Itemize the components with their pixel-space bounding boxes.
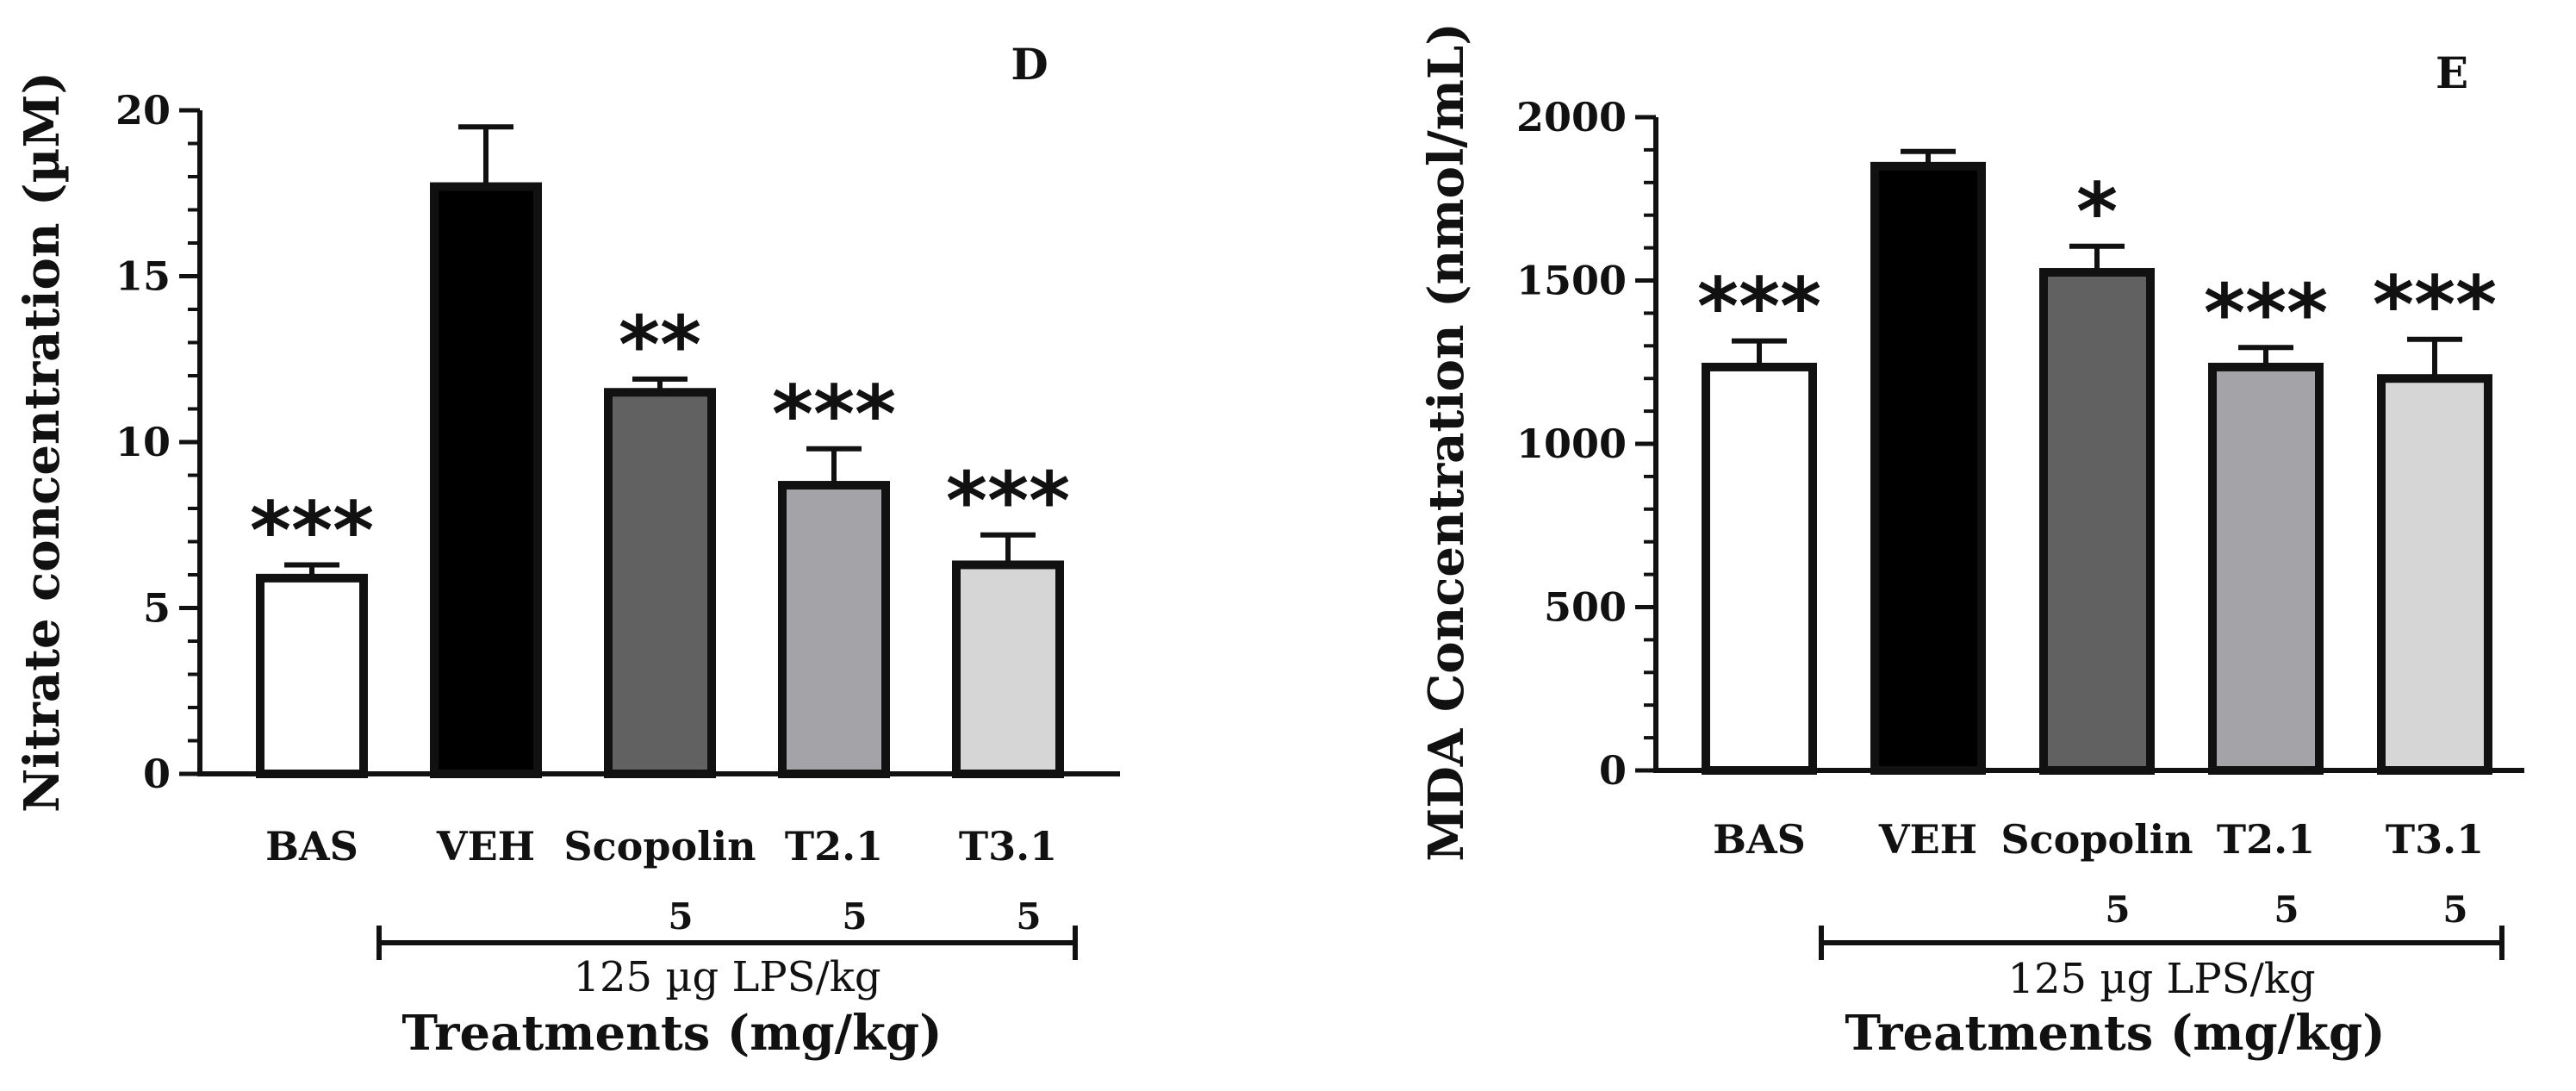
x-category-label: T3.1 (2386, 816, 2484, 863)
x-category-label: VEH (436, 823, 535, 870)
y-tick-label: 0 (1599, 747, 1627, 794)
y-tick-label: 10 (115, 419, 171, 465)
y-axis-title: MDA Concentration (nmol/mL) (1418, 22, 1475, 862)
x-category-label: Scopolin (2000, 816, 2193, 863)
bar-t2-1 (778, 481, 890, 778)
x-category-label: Scopolin (563, 823, 756, 870)
bar-t2-1 (2208, 362, 2324, 775)
bar-bas (1702, 362, 1817, 775)
y-tick-label: 1500 (1516, 258, 1627, 304)
significance-marker: *** (2373, 259, 2497, 352)
dose-label: 5 (2274, 888, 2299, 931)
y-tick-label: 500 (1544, 584, 1627, 631)
y-tick-label: 5 (143, 585, 171, 632)
chart-panel-e: 0 500 1000 1500 2000 MDA Concentration (nmol/… (1418, 22, 2524, 1062)
x-category-label: T2.1 (785, 823, 883, 870)
dose-label: 5 (842, 895, 867, 938)
y-tick-label: 2000 (1516, 94, 1627, 140)
dose-label: 5 (668, 895, 693, 938)
bar-t3-1 (2377, 374, 2492, 775)
dose-label: 5 (2442, 888, 2467, 931)
lps-bracket-label: 125 µg LPS/kg (2007, 955, 2315, 1003)
panel-letter: D (1011, 39, 1048, 90)
x-category-label: T2.1 (2217, 816, 2315, 863)
x-category-label: BAS (1713, 816, 1806, 863)
lps-bracket-label: 125 µg LPS/kg (573, 953, 880, 1001)
significance-marker: *** (772, 369, 896, 461)
significance-marker: *** (946, 455, 1070, 547)
dose-label: 5 (2105, 888, 2130, 931)
y-tick-label: 0 (143, 751, 171, 797)
y-axis-title: Nitrate concentration (µM) (14, 72, 71, 813)
bar-t3-1 (952, 560, 1064, 779)
significance-marker: * (2076, 166, 2118, 259)
x-category-label: T3.1 (959, 823, 1057, 870)
bar-scopolin (2039, 268, 2155, 775)
y-tick-label: 20 (115, 87, 171, 134)
bar-bas (256, 573, 368, 778)
significance-marker: *** (1697, 261, 1821, 353)
y-tick-label: 1000 (1516, 421, 1627, 467)
bar-scopolin (604, 388, 716, 778)
significance-marker: *** (250, 484, 374, 577)
significance-marker: *** (2204, 267, 2328, 359)
y-tick-label: 15 (115, 253, 171, 300)
x-category-label: BAS (265, 823, 358, 870)
chart-panel-d: 0 5 10 15 20 Nitrate concentration (µM) D *** BA… (14, 39, 1120, 1062)
dose-label: 5 (1016, 895, 1041, 938)
x-axis-title: Treatments (mg/kg) (1845, 1005, 2385, 1062)
significance-marker: ** (619, 299, 701, 391)
panel-letter: E (2436, 47, 2468, 98)
x-category-label: VEH (1878, 816, 1977, 863)
x-axis-title: Treatments (mg/kg) (401, 1005, 942, 1062)
bar-veh (1870, 161, 1986, 776)
bar-veh (430, 182, 542, 779)
